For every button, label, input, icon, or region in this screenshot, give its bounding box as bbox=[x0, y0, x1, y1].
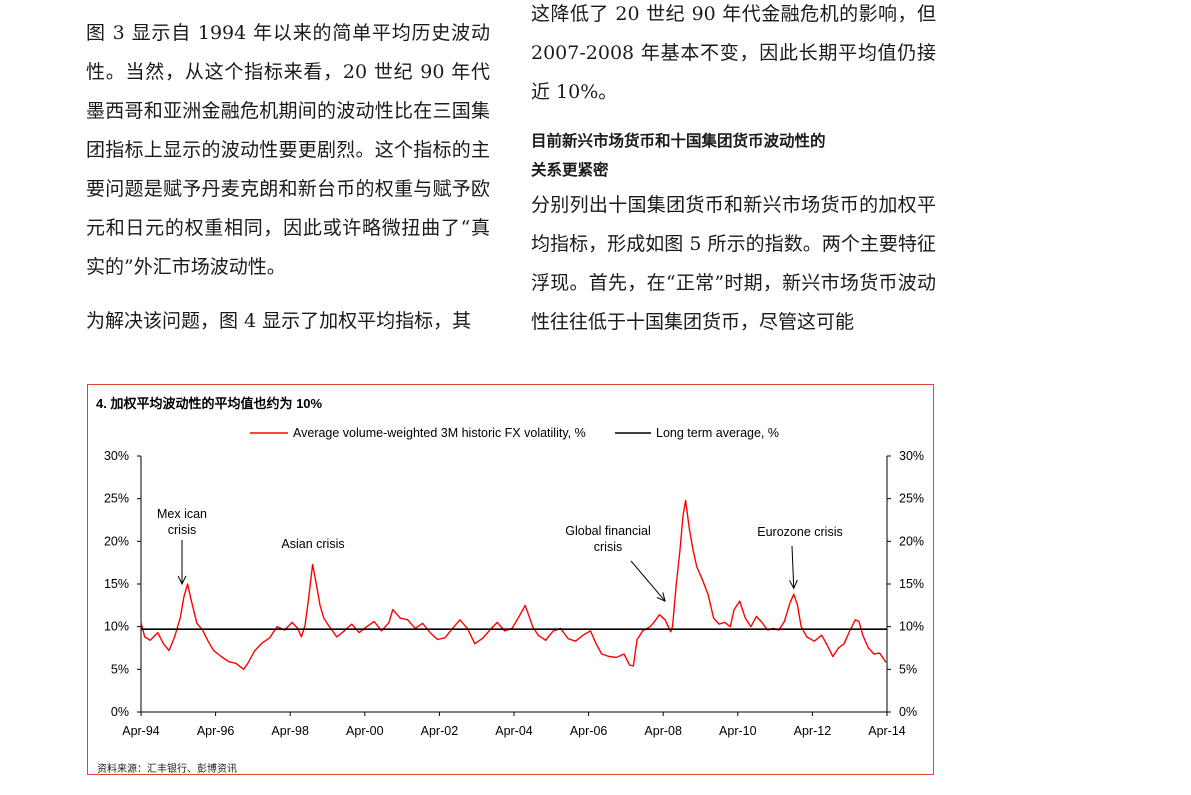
y-tick-label-left: 0% bbox=[111, 705, 129, 719]
y-tick-label-left: 30% bbox=[104, 449, 129, 463]
x-tick-label: Apr-08 bbox=[644, 724, 682, 738]
legend-label: Average volume-weighted 3M historic FX v… bbox=[293, 426, 586, 440]
left-text-column: 图 3 显示自 1994 年以来的简单平均历史波动性。当然，从这个指标来看，20… bbox=[86, 14, 490, 341]
annotation-label: Asian crisis bbox=[281, 537, 344, 551]
left-paragraph-1: 图 3 显示自 1994 年以来的简单平均历史波动性。当然，从这个指标来看，20… bbox=[86, 22, 490, 278]
y-tick-label-left: 5% bbox=[111, 662, 129, 676]
annotation-arrow bbox=[791, 545, 795, 589]
x-tick-label: Apr-00 bbox=[346, 724, 384, 738]
y-tick-label-right: 15% bbox=[899, 577, 924, 591]
figure-box: 0% 0% 5% 5% 10% 10% 15% 15% 20% 20% 25% 25% 30% 30% Ap… bbox=[87, 384, 934, 775]
figure-title: 4. 加权平均波动性的平均值也约为 10% bbox=[96, 396, 323, 411]
x-tick-label: Apr-14 bbox=[868, 724, 906, 738]
x-tick-label: Apr-04 bbox=[495, 724, 533, 738]
y-tick-label-right: 20% bbox=[899, 534, 924, 548]
y-tick-label-left: 10% bbox=[104, 620, 129, 634]
right-paragraph-1: 这降低了 20 世纪 90 年代金融危机的影响，但 2007-2008 年基本不… bbox=[531, 3, 936, 103]
y-tick-label-right: 25% bbox=[899, 492, 924, 506]
x-tick-label: Apr-06 bbox=[570, 724, 608, 738]
y-tick-label-right: 5% bbox=[899, 662, 917, 676]
x-tick-label: Apr-02 bbox=[421, 724, 459, 738]
annotation-arrowhead bbox=[656, 592, 666, 602]
y-tick-label-right: 10% bbox=[899, 620, 924, 634]
x-tick-label: Apr-98 bbox=[271, 724, 309, 738]
right-paragraph-2: 分别列出十国集团货币和新兴市场货币的加权平均指标，形成如图 5 所示的指数。两个… bbox=[531, 194, 936, 333]
left-paragraph-2: 为解决该问题，图 4 显示了加权平均指标，其 bbox=[86, 310, 472, 332]
section-heading-line-2: 关系更紧密 bbox=[531, 161, 609, 179]
y-tick-label-left: 20% bbox=[104, 534, 129, 548]
annotation-label: crisis bbox=[594, 540, 622, 554]
legend-label: Long term average, % bbox=[656, 426, 779, 440]
annotation-arrowhead bbox=[789, 579, 798, 590]
x-tick-label: Apr-94 bbox=[122, 724, 160, 738]
section-heading: 目前新兴市场货币和十国集团货币波动性的 关系更紧密 bbox=[531, 127, 936, 185]
right-text-column: 这降低了 20 世纪 90 年代金融危机的影响，但 2007-2008 年基本不… bbox=[531, 0, 936, 342]
annotation-label: Global financial bbox=[565, 524, 650, 538]
annotation-arrow bbox=[630, 560, 666, 602]
y-tick-label-right: 30% bbox=[899, 449, 924, 463]
section-heading-line-1: 目前新兴市场货币和十国集团货币波动性的 bbox=[531, 132, 826, 150]
y-tick-label-left: 15% bbox=[104, 577, 129, 591]
x-tick-label: Apr-10 bbox=[719, 724, 757, 738]
x-tick-label: Apr-96 bbox=[197, 724, 235, 738]
figure-source: 资料来源：汇丰银行、彭博资讯 bbox=[97, 764, 237, 775]
annotation-label: Eurozone crisis bbox=[757, 525, 842, 539]
y-tick-label-left: 25% bbox=[104, 492, 129, 506]
annotation-label: Mex ican bbox=[157, 507, 207, 521]
x-tick-label: Apr-12 bbox=[794, 724, 832, 738]
annotation-arrowhead bbox=[177, 575, 187, 586]
volatility-chart: 0% 0% 5% 5% 10% 10% 15% 15% 20% 20% 25% 25% 30% 30% Ap… bbox=[104, 426, 924, 738]
y-tick-label-right: 0% bbox=[899, 705, 917, 719]
annotation-label: crisis bbox=[168, 523, 196, 537]
